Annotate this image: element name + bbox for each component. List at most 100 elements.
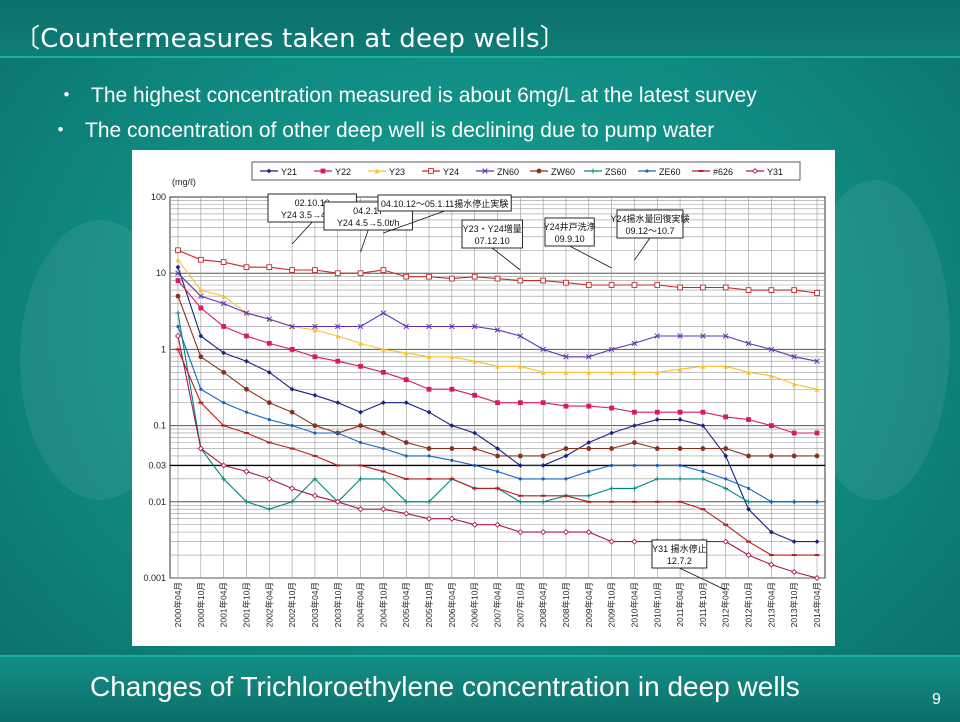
x-tick-label: 2011年10月: [698, 582, 708, 627]
legend-label: ZN60: [497, 167, 519, 177]
data-point: [357, 270, 364, 277]
data-point: [791, 554, 797, 557]
data-point: [746, 453, 751, 459]
x-tick-label: 2004年10月: [378, 582, 388, 627]
data-point: [585, 529, 592, 536]
data-point: [403, 440, 409, 445]
x-tick-label: 2013年04月: [766, 582, 776, 627]
annotation-text: 02.10.10: [295, 198, 330, 208]
x-tick-label: 2012年10月: [744, 582, 754, 627]
data-point: [632, 409, 637, 415]
data-point: [357, 323, 364, 330]
data-point: [632, 485, 637, 491]
data-point: [425, 515, 433, 522]
annotation-box: [651, 539, 708, 569]
data-point: [334, 498, 341, 505]
series-n626: [175, 348, 820, 557]
data-point: [723, 363, 729, 369]
data-point: [426, 477, 432, 480]
data-point: [482, 168, 488, 174]
y-tick-label: 1: [161, 344, 166, 354]
data-point: [244, 431, 249, 434]
data-point: [494, 521, 501, 528]
data-point: [586, 354, 592, 360]
annotation-text: Y23・Y24増量: [463, 223, 522, 234]
data-point: [266, 264, 273, 271]
data-point: [472, 392, 478, 398]
data-point: [198, 293, 204, 299]
data-point: [404, 454, 408, 458]
data-point: [426, 273, 432, 280]
data-point: [791, 430, 797, 436]
annotation-callout: Y24揚水量回復実験 09.12〜10.7: [610, 209, 690, 261]
data-point: [654, 282, 661, 288]
data-point: [746, 369, 751, 375]
data-point: [723, 523, 729, 526]
data-point: [380, 470, 386, 473]
data-point: [266, 475, 273, 482]
legend-label: Y22: [335, 167, 351, 177]
data-point: [244, 333, 249, 339]
data-point: [473, 463, 477, 468]
x-tick-label: 2011年04月: [675, 582, 685, 627]
data-point: [175, 257, 181, 263]
data-point: [495, 487, 500, 490]
data-point: [175, 310, 181, 316]
series-ZW60: [175, 293, 820, 459]
annotation-text: 09.12〜10.7: [625, 226, 674, 236]
data-point: [723, 453, 729, 459]
data-point: [312, 323, 318, 330]
data-point: [403, 323, 409, 330]
tce-concentration-chart: 100 10 1 0.1 0.03 0.01 0.001 (mg/ℓ) 2000年04月 2000…: [143, 161, 826, 627]
data-point: [722, 538, 729, 545]
annotation-callout: Y23・Y24増量 07.12.10: [461, 219, 523, 271]
legend-label: Y24: [443, 167, 459, 177]
data-point: [631, 282, 638, 288]
annotation-text: 04.2.17: [353, 206, 383, 216]
data-point: [791, 354, 797, 360]
data-point: [724, 477, 728, 481]
data-point: [358, 476, 363, 482]
data-point: [289, 447, 295, 450]
data-point: [266, 369, 272, 375]
data-point: [791, 453, 797, 459]
data-point: [814, 554, 820, 557]
data-point: [700, 446, 706, 451]
data-point: [426, 354, 432, 360]
data-point: [403, 350, 409, 356]
data-point: [723, 414, 729, 420]
data-point: [609, 500, 615, 503]
data-point: [290, 424, 294, 428]
data-point: [449, 386, 455, 392]
data-point: [654, 409, 660, 415]
data-point: [722, 284, 729, 291]
data-point: [267, 417, 271, 422]
x-tick-label: 2010年10月: [652, 582, 662, 627]
data-point: [335, 400, 341, 406]
x-tick-label: 2005年04月: [401, 582, 411, 627]
data-point: [198, 354, 204, 360]
x-tick-label: 2008年10月: [561, 582, 571, 627]
data-point: [700, 423, 706, 428]
data-point: [266, 316, 273, 322]
annotation-text: Y24 3.5→4.5t/h: [281, 210, 344, 220]
data-point: [449, 477, 455, 480]
legend-box: [251, 161, 801, 181]
data-point: [540, 346, 546, 353]
data-point: [358, 464, 363, 467]
data-point: [678, 463, 682, 468]
data-point: [517, 463, 523, 468]
data-point: [312, 327, 318, 333]
data-point: [197, 445, 204, 452]
data-point: [220, 462, 227, 469]
data-point: [176, 324, 180, 329]
data-point: [608, 282, 615, 288]
data-point: [244, 358, 249, 364]
data-point: [722, 333, 729, 339]
bullet-marker: ・: [56, 84, 77, 107]
data-point: [174, 332, 182, 340]
data-point: [540, 453, 546, 459]
bullet-marker: ・: [50, 119, 71, 142]
data-point: [312, 354, 318, 360]
data-point: [266, 441, 272, 444]
